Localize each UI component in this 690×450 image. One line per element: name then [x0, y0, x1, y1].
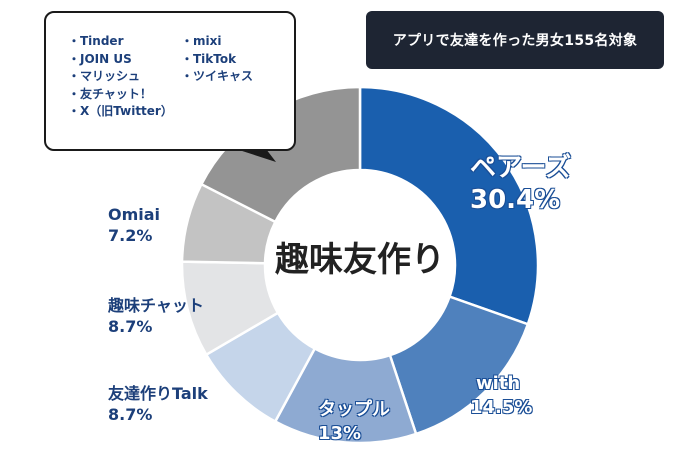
slice-percent: 13% — [318, 423, 362, 444]
slice-percent: 8.7% — [108, 317, 153, 336]
slice-label-tomodachi-talk: 友達作りTalk 8.7% — [108, 383, 208, 425]
slice-name: with — [476, 373, 521, 394]
others-item: ・Tinder — [68, 34, 124, 48]
slice-label-pairs: ペアーズ 30.4% — [470, 152, 571, 216]
donut-hole — [265, 170, 455, 360]
slice-percent: 8.7% — [108, 405, 153, 424]
others-item: ・X（旧Twitter） — [68, 104, 173, 118]
others-callout-box: ・Tinder ・JOIN US ・マリッシュ ・友チャット！ ・X（旧Twit… — [44, 11, 296, 151]
slice-label-shumi-chat: 趣味チャット 8.7% — [108, 295, 204, 337]
slice-name: ペアーズ — [470, 153, 572, 183]
slice-name: 趣味チャット — [108, 296, 204, 315]
survey-badge: アプリで友達を作った男女155名対象 — [366, 11, 664, 69]
others-item: ・TikTok — [181, 51, 237, 66]
others-item: ・JOIN US — [68, 51, 132, 66]
slice-name: Omiai — [108, 205, 161, 224]
others-item: ・マリッシュ — [68, 69, 141, 83]
slice-name: タップル — [318, 399, 390, 420]
slice-percent: 7.2% — [108, 226, 153, 245]
chart-center-title: 趣味友作り — [275, 240, 445, 280]
others-item: ・ツイキャス — [181, 69, 254, 83]
others-item: ・友チャット！ — [68, 86, 152, 101]
slice-label-omiai: Omiai 7.2% — [108, 204, 160, 246]
others-list-col2: ・mixi ・TikTok ・ツイキャス — [181, 33, 253, 86]
slice-percent: 30.4% — [470, 185, 561, 215]
others-item: ・mixi — [181, 34, 222, 48]
slice-label-tapple: タップル 13% — [318, 398, 390, 446]
slice-label-with: with 14.5% — [470, 372, 532, 420]
slice-name: 友達作りTalk — [108, 384, 208, 403]
slice-percent: 14.5% — [470, 397, 533, 418]
others-list-col1: ・Tinder ・JOIN US ・マリッシュ ・友チャット！ ・X（旧Twit… — [68, 33, 173, 121]
